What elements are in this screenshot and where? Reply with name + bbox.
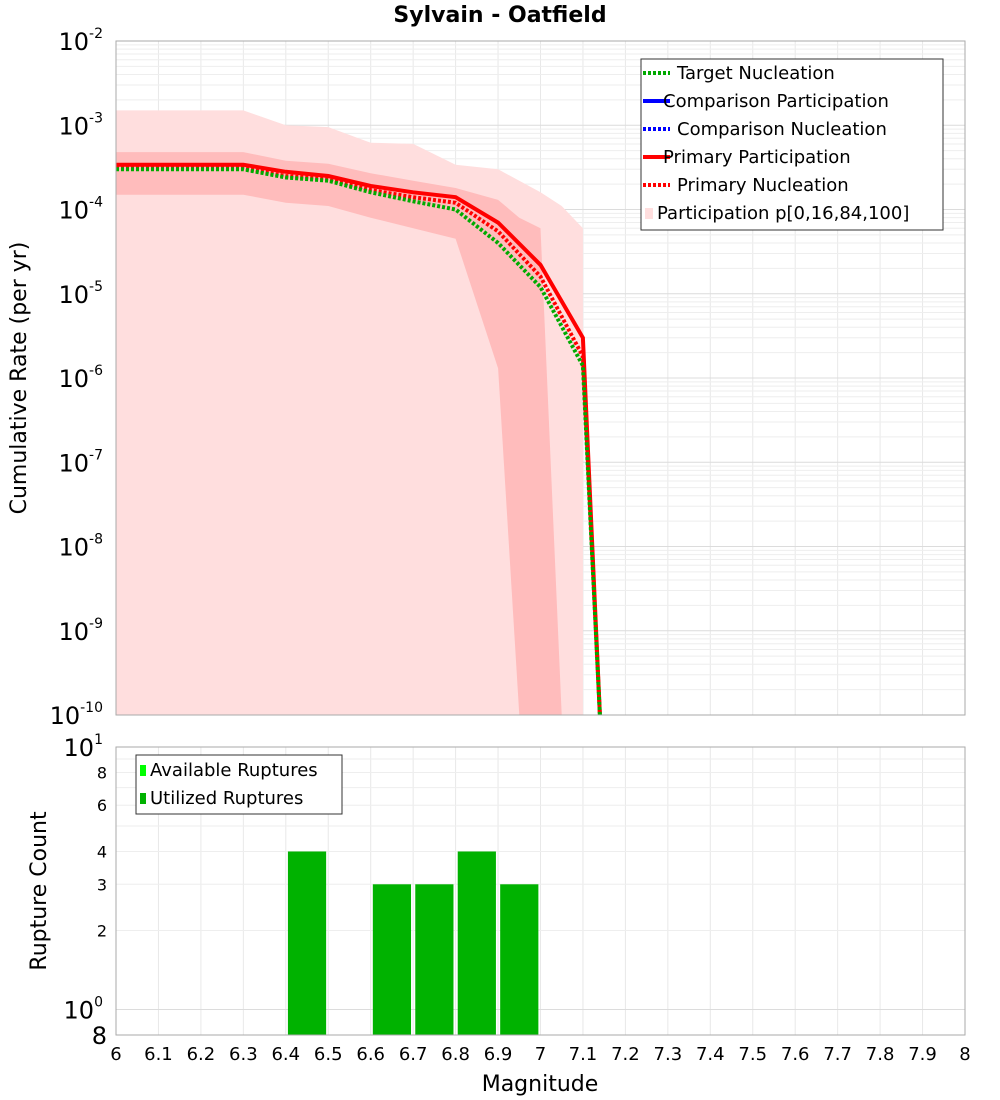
x-tick-label: 7.5 bbox=[738, 1044, 767, 1065]
top-y-tick-label: 10-2 bbox=[58, 26, 103, 56]
top-legend: Target Nucleation Comparison Participatio… bbox=[640, 58, 944, 231]
top-y-tick-label: 10-6 bbox=[58, 363, 103, 393]
x-tick-label: 6 bbox=[110, 1044, 121, 1065]
bottom-plot-border bbox=[115, 746, 966, 1036]
legend-label: Available Ruptures bbox=[150, 760, 318, 781]
bottom-y-min-label: 8 bbox=[92, 1022, 107, 1050]
x-tick-label: 7 bbox=[535, 1044, 546, 1065]
participation-band-inner bbox=[116, 152, 562, 716]
x-tick-label: 7.4 bbox=[696, 1044, 725, 1065]
top-y-tick-label: 10-7 bbox=[58, 447, 103, 477]
bottom-y-major-tick-label: 101 bbox=[64, 732, 103, 762]
rupture-count-bar bbox=[372, 884, 412, 1035]
legend-label: Primary Nucleation bbox=[677, 175, 849, 196]
bottom-y-tick-label: 2 bbox=[97, 922, 107, 941]
legend-label: Target Nucleation bbox=[676, 63, 835, 84]
bottom-y-tick-label: 4 bbox=[97, 842, 107, 861]
legend-swatch bbox=[140, 793, 146, 804]
bottom-y-tick-label: 6 bbox=[97, 796, 107, 815]
top-legend-box bbox=[640, 58, 944, 231]
bottom-legend-box bbox=[135, 754, 343, 815]
x-tick-label: 6.4 bbox=[271, 1044, 300, 1065]
x-tick-label: 7.2 bbox=[611, 1044, 640, 1065]
top-y-tick-label: 10-9 bbox=[58, 616, 103, 646]
target-nucleation-line bbox=[116, 167, 602, 716]
top-y-tick-label: 10-10 bbox=[50, 700, 103, 730]
bottom-y-major-tick-label: 100 bbox=[64, 995, 103, 1025]
bottom-y-tick-label: 3 bbox=[97, 875, 107, 894]
legend-label: Utilized Ruptures bbox=[150, 788, 303, 809]
top-y-tick-label: 10-8 bbox=[58, 532, 103, 562]
x-tick-label: 6.5 bbox=[314, 1044, 343, 1065]
rupture-count-bar bbox=[500, 884, 539, 1035]
x-tick-label: 6.8 bbox=[441, 1044, 470, 1065]
cumulative-rate-plot: 10-10 10-9 10-8 10-7 10-6 10-5 10-4 10-3 10-2 Tar… bbox=[50, 26, 966, 730]
x-tick-label: 6.2 bbox=[187, 1044, 216, 1065]
legend-swatch bbox=[140, 765, 146, 776]
rupture-count-bar bbox=[287, 851, 327, 1035]
legend-label: Comparison Nucleation bbox=[677, 119, 887, 140]
legend-label: Primary Participation bbox=[663, 147, 851, 168]
top-plot-border bbox=[115, 40, 966, 716]
bottom-y-axis-label: Rupture Count bbox=[27, 811, 52, 971]
bottom-y-tick-label: 8 bbox=[97, 763, 107, 782]
chart-title: Sylvain - Oatfield bbox=[393, 3, 606, 28]
bottom-legend: Available Ruptures Utilized Ruptures bbox=[135, 754, 343, 815]
rupture-count-bar bbox=[415, 884, 454, 1035]
x-tick-label: 8 bbox=[959, 1044, 970, 1065]
x-tick-label: 7.6 bbox=[781, 1044, 810, 1065]
top-y-tick-label: 10-3 bbox=[58, 110, 103, 140]
primary-participation-line bbox=[116, 162, 602, 716]
top-y-tick-label: 10-5 bbox=[58, 279, 103, 309]
top-y-tick-label: 10-4 bbox=[58, 195, 103, 225]
x-tick-label: 6.3 bbox=[229, 1044, 258, 1065]
x-tick-label: 7.3 bbox=[654, 1044, 683, 1065]
top-y-axis-label: Cumulative Rate (per yr) bbox=[7, 242, 32, 515]
legend-label: Participation p[0,16,84,100] bbox=[657, 203, 909, 224]
x-tick-label: 6.1 bbox=[144, 1044, 173, 1065]
x-tick-label: 6.6 bbox=[356, 1044, 385, 1065]
x-tick-label: 7.9 bbox=[908, 1044, 937, 1065]
x-axis-label: Magnitude bbox=[482, 1072, 599, 1097]
x-tick-label: 7.1 bbox=[569, 1044, 598, 1065]
legend-swatch bbox=[645, 208, 653, 219]
x-tick-label: 6.9 bbox=[484, 1044, 513, 1065]
legend-label: Comparison Participation bbox=[663, 91, 889, 112]
x-tick-label: 7.7 bbox=[823, 1044, 852, 1065]
rupture-count-bar bbox=[457, 851, 496, 1035]
x-tick-label: 6.7 bbox=[399, 1044, 428, 1065]
x-tick-label: 7.8 bbox=[866, 1044, 895, 1065]
